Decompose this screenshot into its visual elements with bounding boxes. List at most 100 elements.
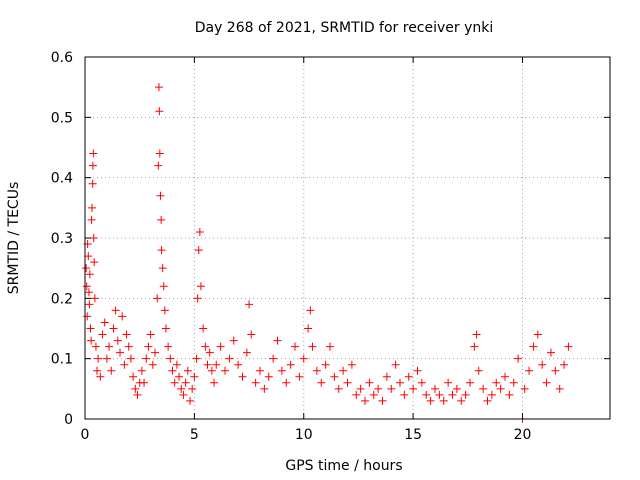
data-point [356, 384, 365, 393]
data-point [306, 306, 315, 315]
data-point [199, 324, 208, 333]
data-point [164, 342, 173, 351]
data-point [422, 390, 431, 399]
data-point [89, 149, 98, 158]
x-tick-label: 10 [295, 427, 313, 443]
data-point [98, 330, 107, 339]
data-point [120, 360, 129, 369]
data-point [190, 372, 199, 381]
data-point [133, 390, 142, 399]
y-tick-label: 0.3 [51, 231, 73, 247]
data-point [378, 396, 387, 405]
data-point [88, 161, 97, 170]
data-point [472, 330, 481, 339]
data-point [400, 390, 409, 399]
data-point [207, 366, 216, 375]
data-point [91, 342, 100, 351]
data-point [269, 354, 278, 363]
data-point [242, 348, 251, 357]
data-point [352, 390, 361, 399]
data-point [312, 366, 321, 375]
data-point [155, 149, 164, 158]
data-point [396, 378, 404, 387]
data-point [391, 360, 400, 369]
data-point [124, 342, 133, 351]
data-point [299, 354, 308, 363]
data-point [492, 378, 501, 387]
data-point [96, 372, 105, 381]
data-point [347, 360, 356, 369]
data-point [203, 360, 212, 369]
data-point [282, 378, 291, 387]
x-axis-label: GPS time / hours [285, 458, 402, 474]
data-point [560, 360, 569, 369]
data-point [156, 191, 165, 200]
data-point [501, 372, 509, 381]
data-point [109, 324, 118, 333]
data-point [304, 324, 313, 333]
data-point [102, 354, 111, 363]
data-point [286, 360, 295, 369]
data-point [382, 372, 391, 381]
data-point [166, 354, 175, 363]
data-point [148, 360, 157, 369]
data-point [457, 396, 466, 405]
data-point [89, 234, 98, 242]
data-point [251, 378, 260, 387]
data-point [100, 318, 109, 327]
data-point [157, 246, 166, 255]
data-point [116, 348, 124, 357]
y-tick-label: 0.2 [51, 291, 73, 307]
data-point [339, 366, 348, 375]
data-point [496, 384, 505, 393]
data-point [146, 330, 155, 339]
data-point [160, 306, 169, 315]
data-point [542, 378, 551, 387]
data-point [87, 215, 96, 224]
data-point [431, 384, 439, 393]
data-point [87, 336, 96, 345]
data-point [533, 330, 542, 339]
data-point [183, 366, 192, 375]
y-axis-label: SRMTID / TECUs [6, 182, 22, 295]
data-point [413, 366, 422, 375]
data-point [85, 300, 94, 309]
data-point [126, 354, 135, 363]
grid [85, 57, 610, 419]
data-point [439, 396, 448, 405]
data-point [151, 348, 159, 357]
data-point [186, 396, 194, 405]
data-point [179, 390, 188, 399]
data-point [365, 378, 374, 387]
data-point [82, 282, 91, 291]
data-point [308, 342, 317, 351]
data-point [111, 306, 120, 315]
data-point [461, 390, 470, 399]
data-point [417, 378, 426, 387]
data-point [82, 264, 91, 273]
x-tick-label: 20 [514, 427, 532, 443]
data-point [155, 107, 164, 116]
data-point [361, 396, 369, 405]
data-point [159, 282, 168, 291]
data-point [194, 246, 203, 255]
data-point [374, 384, 383, 393]
data-point [529, 342, 538, 351]
data-point [343, 378, 352, 387]
data-point [90, 258, 99, 267]
data-point [520, 384, 529, 393]
data-point [256, 366, 264, 375]
chart-title: Day 268 of 2021, SRMTID for receiver ynk… [195, 20, 494, 36]
data-point [168, 366, 177, 375]
data-point [88, 179, 97, 188]
data-point [479, 384, 488, 393]
y-tick-label: 0.4 [51, 171, 73, 187]
data-point [247, 330, 256, 339]
data-point [221, 366, 229, 375]
data-point [137, 366, 146, 375]
data-point [514, 354, 523, 363]
data-point [444, 378, 453, 387]
data-point [264, 372, 273, 381]
data-point [140, 378, 149, 387]
y-tick-label: 0.5 [51, 110, 73, 126]
